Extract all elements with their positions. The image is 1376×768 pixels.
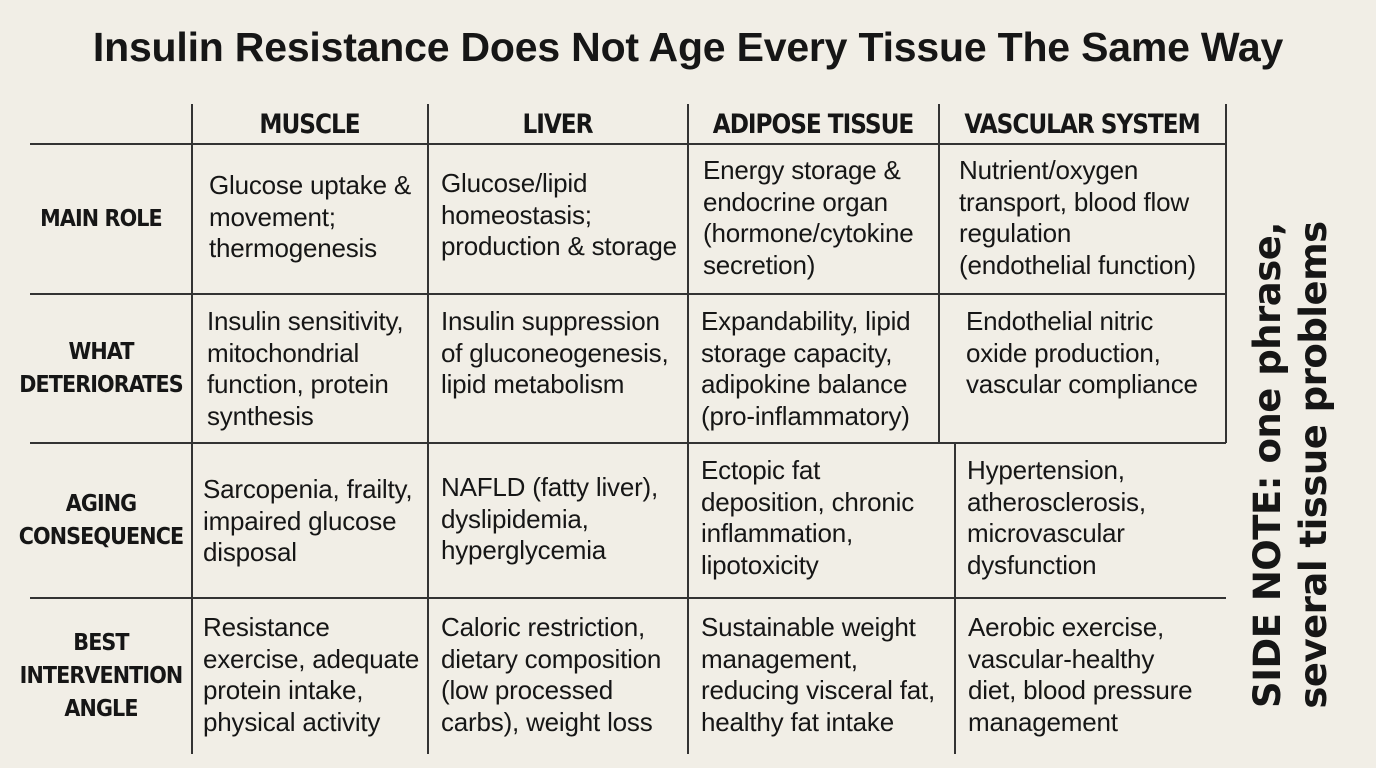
table-rule xyxy=(938,104,940,443)
table-rule xyxy=(30,597,1226,599)
table-rule xyxy=(687,104,689,754)
row-header-aging-consequence: AGING CONSEQUENCE xyxy=(18,490,184,550)
table-cell: Insulin suppression of gluconeogenesis, … xyxy=(441,306,669,399)
column-header-adipose-tissue: ADIPOSE TISSUE xyxy=(712,108,915,140)
column-header-vascular-system: VASCULAR SYSTEM xyxy=(964,108,1200,140)
table-cell: Glucose uptake & movement; thermogenesis xyxy=(209,170,412,263)
table-cell: Caloric restriction, dietary composition… xyxy=(441,612,662,737)
table-cell: Aerobic exercise, vascular-healthy diet,… xyxy=(968,612,1193,737)
table-cell: Insulin sensitivity, mitochondrial funct… xyxy=(207,306,404,431)
page-title: Insulin Resistance Does Not Age Every Ti… xyxy=(92,24,1284,70)
table-cell: Energy storage & endocrine organ (hormon… xyxy=(703,155,914,280)
table-rule xyxy=(30,293,1226,295)
table-cell: Hypertension, atherosclerosis, microvasc… xyxy=(967,455,1146,580)
table-cell: Endothelial nitric oxide production, vas… xyxy=(966,306,1198,399)
row-header-main-role: MAIN ROLE xyxy=(40,205,163,232)
table-cell: Expandability, lipid storage capacity, a… xyxy=(701,306,911,431)
table-cell: Nutrient/oxygen transport, blood flow re… xyxy=(959,155,1196,280)
table-rule xyxy=(427,104,429,754)
table-rule xyxy=(1225,104,1227,443)
column-header-muscle: MUSCLE xyxy=(259,108,360,140)
table-cell: NAFLD (fatty liver), dyslipidemia, hyper… xyxy=(441,472,659,565)
table-rule xyxy=(954,443,956,754)
table-cell: Ectopic fat deposition, chronic inflamma… xyxy=(701,455,914,580)
side-note: SIDE NOTE: one phrase, several tissue pr… xyxy=(1246,221,1335,709)
table-rule xyxy=(30,143,1226,145)
row-header-what-deteriorates: WHAT DETERIORATES xyxy=(19,338,183,398)
table-cell: Glucose/lipid homeostasis; production & … xyxy=(441,168,677,261)
row-header-best-intervention-angle: BEST INTERVENTION ANGLE xyxy=(19,630,184,722)
table-rule xyxy=(30,442,1226,444)
table-rule xyxy=(191,104,193,754)
table-cell: Resistance exercise, adequate protein in… xyxy=(203,612,420,737)
table-cell: Sarcopenia, frailty, impaired glucose di… xyxy=(203,474,413,567)
column-header-liver: LIVER xyxy=(522,108,593,140)
table-cell: Sustainable weight management, reducing … xyxy=(701,612,936,737)
